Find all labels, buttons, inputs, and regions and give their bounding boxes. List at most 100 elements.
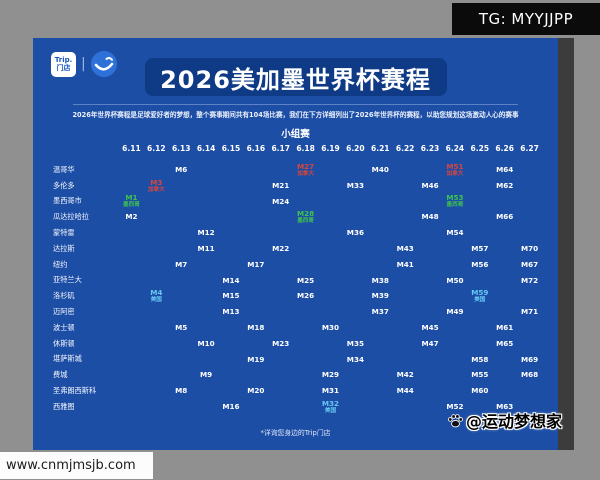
match-number: M54 <box>446 228 464 238</box>
url-watermark-badge: www.cnmjmsjb.com <box>0 452 153 479</box>
match-number: M35 <box>346 338 364 348</box>
match-cell <box>268 257 293 273</box>
match-cell <box>169 178 194 194</box>
match-cell <box>169 288 194 304</box>
match-cell <box>343 257 368 273</box>
match-cell <box>442 288 467 304</box>
author-attribution-text: @运动梦想家 <box>466 412 563 431</box>
match-cell <box>393 194 418 210</box>
match-cell <box>343 273 368 289</box>
match-cell: M50 <box>442 273 467 289</box>
match-cell <box>318 194 343 210</box>
host-team-label: 加拿大 <box>297 170 314 177</box>
match-number: M14 <box>222 275 240 285</box>
city-label: 波士顿 <box>53 322 75 332</box>
tg-watermark-badge: TG: MYYJJPP <box>452 3 600 35</box>
match-cell <box>119 257 144 273</box>
match-number: M22 <box>272 243 290 253</box>
match-cell <box>194 178 219 194</box>
match-cell <box>243 273 268 289</box>
match-cell: M58 <box>467 352 492 368</box>
city-label: 纽约 <box>53 259 68 269</box>
match-cell <box>318 273 343 289</box>
match-cell <box>467 162 492 178</box>
match-number: M49 <box>446 307 464 317</box>
match-cell <box>169 194 194 210</box>
match-cell <box>318 209 343 225</box>
match-cell <box>119 241 144 257</box>
match-cell <box>119 225 144 241</box>
date-label: 6.17 <box>271 144 290 153</box>
match-cell: M23 <box>268 336 293 352</box>
host-team-label: 墨西哥 <box>297 218 314 225</box>
match-number: M3 <box>150 177 163 187</box>
match-cell: M72 <box>517 273 542 289</box>
date-label: 6.19 <box>321 144 340 153</box>
host-team-label: 美国 <box>324 407 337 414</box>
match-cell <box>517 162 542 178</box>
match-cell <box>144 225 169 241</box>
match-cell: M16 <box>219 399 244 415</box>
match-cell <box>492 194 517 210</box>
match-number: M66 <box>496 212 514 222</box>
match-cell <box>517 336 542 352</box>
match-number: M30 <box>321 322 340 332</box>
match-cell <box>169 399 194 415</box>
match-number: M7 <box>175 259 188 269</box>
match-cell <box>144 241 169 257</box>
match-cell <box>268 399 293 415</box>
match-number: M6 <box>175 164 188 174</box>
match-number: M16 <box>222 401 240 411</box>
tg-watermark-text: TG: MYYJJPP <box>478 10 574 28</box>
date-label: 6.11 <box>122 144 141 153</box>
match-cell <box>144 367 169 383</box>
match-cell <box>169 304 194 320</box>
match-cell <box>243 162 268 178</box>
match-number: M17 <box>247 259 265 269</box>
match-number: M28 <box>297 209 315 219</box>
match-cell <box>393 320 418 336</box>
match-cell <box>243 225 268 241</box>
match-cell <box>169 336 194 352</box>
match-cell <box>393 273 418 289</box>
match-number: M37 <box>371 307 389 317</box>
match-cell: M27 加拿大 <box>293 162 318 178</box>
match-cell <box>517 383 542 399</box>
match-cell <box>368 209 393 225</box>
match-cell <box>517 225 542 241</box>
match-number: M29 <box>321 370 340 380</box>
match-cell <box>467 194 492 210</box>
match-cell <box>119 352 144 368</box>
match-cell <box>467 178 492 194</box>
date-label: 6.20 <box>346 144 365 153</box>
match-cell: M52 <box>442 399 467 415</box>
match-cell <box>119 399 144 415</box>
match-number: M34 <box>346 354 364 364</box>
match-cell <box>343 162 368 178</box>
match-cell: M33 <box>343 178 368 194</box>
match-cell: M34 <box>343 352 368 368</box>
match-cell: M37 <box>368 304 393 320</box>
match-cell <box>368 336 393 352</box>
match-cell <box>318 336 343 352</box>
match-cell <box>194 273 219 289</box>
city-label: 达拉斯 <box>53 243 75 253</box>
match-cell: M30 <box>318 320 343 336</box>
match-cell <box>119 320 144 336</box>
match-cell <box>293 225 318 241</box>
match-number: M52 <box>446 401 464 411</box>
match-cell: M36 <box>343 225 368 241</box>
match-cell <box>418 194 443 210</box>
match-cell: M5 <box>169 320 194 336</box>
match-number: M68 <box>520 370 539 380</box>
match-cell <box>219 320 244 336</box>
match-number: M42 <box>396 370 414 380</box>
match-cell <box>293 336 318 352</box>
match-cell <box>268 162 293 178</box>
match-number: M4 <box>150 288 163 298</box>
match-cell <box>268 383 293 399</box>
match-cell <box>393 352 418 368</box>
match-cell: M18 <box>243 320 268 336</box>
match-cell <box>368 225 393 241</box>
